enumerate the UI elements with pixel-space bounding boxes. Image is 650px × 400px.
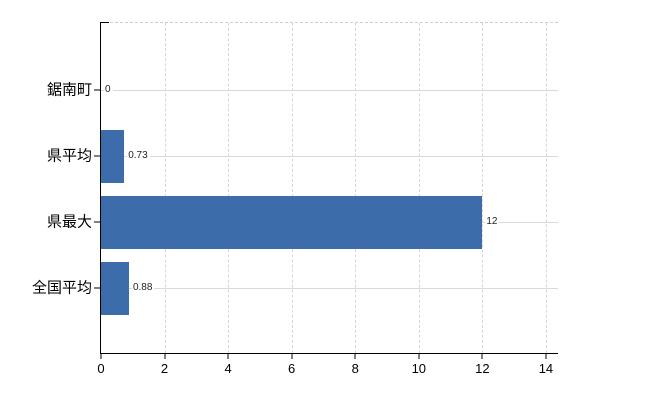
x-axis-tick-label: 6 <box>288 361 296 376</box>
x-axis-tick-label: 8 <box>351 361 359 376</box>
y-axis-end-tick <box>100 22 109 23</box>
bar-value-label: 0.88 <box>131 282 155 294</box>
x-axis-tick <box>164 353 166 359</box>
x-axis-tick <box>418 353 420 359</box>
x-axis-tick <box>291 353 293 359</box>
x-axis-tick-label: 0 <box>97 361 105 376</box>
bar-value-label: 0.73 <box>127 150 150 162</box>
gridline-horizontal <box>101 90 558 91</box>
y-axis-tick <box>94 221 100 223</box>
x-axis-tick-label: 14 <box>538 361 554 376</box>
gridline-vertical <box>482 23 484 353</box>
gridline-vertical <box>545 23 547 353</box>
gridline-vertical <box>418 23 420 353</box>
bar <box>101 195 483 249</box>
x-axis-tick-label: 10 <box>411 361 427 376</box>
bar-value-label: 0 <box>104 84 113 96</box>
x-axis-tick-label: 12 <box>475 361 490 376</box>
x-axis-tick <box>545 353 547 359</box>
gridline-horizontal <box>101 288 558 289</box>
y-axis-tick <box>94 155 100 157</box>
x-axis-tick <box>100 353 102 359</box>
plot-area: 0 0.73 12 0.88 0 2 4 6 8 10 12 14 <box>94 22 558 376</box>
x-axis-tick-label: 2 <box>160 361 169 376</box>
y-axis-label: 鋸南町 <box>46 81 92 99</box>
x-axis-tick-label: 4 <box>224 361 232 376</box>
y-axis-tick <box>94 89 100 91</box>
gridline-vertical <box>164 23 166 353</box>
gridline-horizontal <box>101 156 558 157</box>
bar <box>101 261 129 315</box>
gridline-vertical <box>291 23 293 353</box>
bar <box>101 129 125 183</box>
y-axis-label: 県最大 <box>46 213 92 231</box>
gridline-vertical <box>228 23 230 353</box>
y-axis-tick <box>94 287 100 289</box>
y-axis-label: 県平均 <box>46 147 92 165</box>
gridline-vertical <box>355 23 357 353</box>
y-axis-label: 全国平均 <box>31 279 92 297</box>
x-axis-tick <box>481 353 483 359</box>
bar-value-label: 12 <box>485 216 500 228</box>
x-axis-tick <box>354 353 356 359</box>
x-axis-tick <box>227 353 229 359</box>
